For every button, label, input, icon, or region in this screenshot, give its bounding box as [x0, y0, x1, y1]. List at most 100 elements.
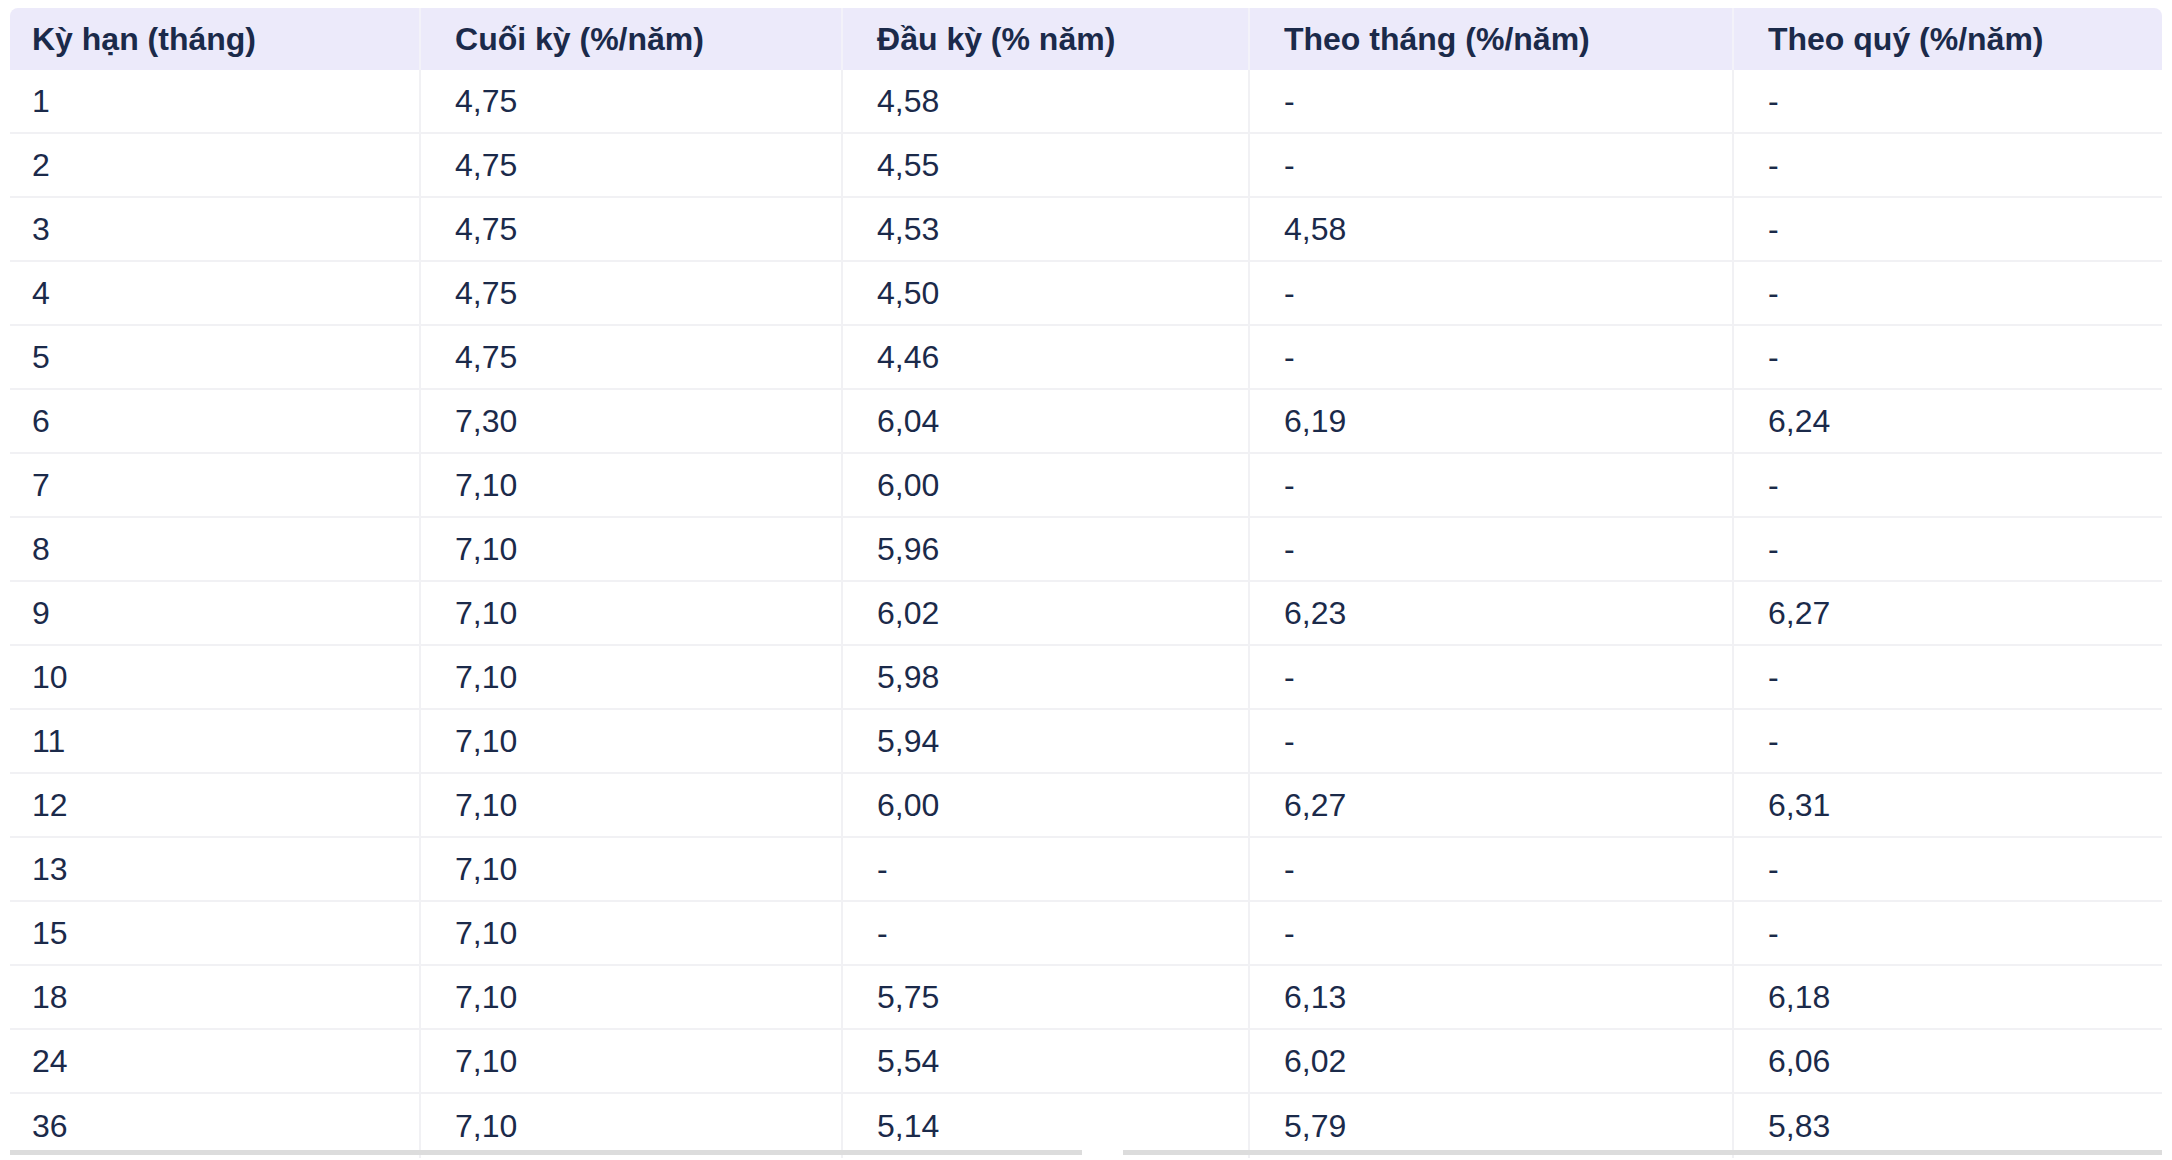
- cell-ky-han: 24: [10, 1030, 421, 1094]
- cell-theo-quy: -: [1734, 262, 2162, 326]
- cell-ky-han: 3: [10, 198, 421, 262]
- column-header-theo-thang: Theo tháng (%/năm): [1250, 8, 1734, 70]
- cell-theo-quy: -: [1734, 838, 2162, 902]
- cell-theo-quy: -: [1734, 326, 2162, 390]
- cell-ky-han: 8: [10, 518, 421, 582]
- cell-cuoi-ky: 7,10: [421, 518, 843, 582]
- table-row: 107,105,98--: [10, 646, 2162, 710]
- cell-cuoi-ky: 7,10: [421, 1030, 843, 1094]
- cell-dau-ky: -: [843, 902, 1250, 966]
- column-header-dau-ky: Đầu kỳ (% năm): [843, 8, 1250, 70]
- cell-theo-thang: 6,23: [1250, 582, 1734, 646]
- cell-ky-han: 9: [10, 582, 421, 646]
- cell-ky-han: 12: [10, 774, 421, 838]
- column-header-theo-quy: Theo quý (%/năm): [1734, 8, 2162, 70]
- cell-cuoi-ky: 4,75: [421, 134, 843, 198]
- table-row: 137,10---: [10, 838, 2162, 902]
- cell-theo-quy: -: [1734, 198, 2162, 262]
- interest-rates-table-container: Kỳ hạn (tháng)Cuối kỳ (%/năm)Đầu kỳ (% n…: [10, 8, 2162, 1158]
- cell-theo-quy: -: [1734, 454, 2162, 518]
- cell-dau-ky: 5,98: [843, 646, 1250, 710]
- table-row: 67,306,046,196,24: [10, 390, 2162, 454]
- cell-theo-thang: -: [1250, 326, 1734, 390]
- column-header-cuoi-ky: Cuối kỳ (%/năm): [421, 8, 843, 70]
- cell-dau-ky: 6,00: [843, 454, 1250, 518]
- table-row: 127,106,006,276,31: [10, 774, 2162, 838]
- cell-cuoi-ky: 4,75: [421, 70, 843, 134]
- table-row: 44,754,50--: [10, 262, 2162, 326]
- cell-ky-han: 5: [10, 326, 421, 390]
- cell-theo-quy: 6,31: [1734, 774, 2162, 838]
- cell-theo-thang: 6,27: [1250, 774, 1734, 838]
- cell-dau-ky: 4,50: [843, 262, 1250, 326]
- cell-ky-han: 36: [10, 1094, 421, 1158]
- cell-cuoi-ky: 7,10: [421, 710, 843, 774]
- cell-dau-ky: 6,00: [843, 774, 1250, 838]
- table-row: 24,754,55--: [10, 134, 2162, 198]
- cell-ky-han: 2: [10, 134, 421, 198]
- cell-theo-quy: -: [1734, 646, 2162, 710]
- bottom-divider-left: [10, 1150, 1082, 1155]
- cell-theo-quy: 6,24: [1734, 390, 2162, 454]
- cell-cuoi-ky: 7,10: [421, 966, 843, 1030]
- cell-theo-thang: -: [1250, 518, 1734, 582]
- cell-dau-ky: 5,96: [843, 518, 1250, 582]
- cell-ky-han: 7: [10, 454, 421, 518]
- table-row: 247,105,546,026,06: [10, 1030, 2162, 1094]
- cell-dau-ky: 5,94: [843, 710, 1250, 774]
- cell-dau-ky: 5,75: [843, 966, 1250, 1030]
- cell-theo-thang: 4,58: [1250, 198, 1734, 262]
- cell-theo-thang: 6,19: [1250, 390, 1734, 454]
- cell-theo-thang: -: [1250, 646, 1734, 710]
- table-row: 187,105,756,136,18: [10, 966, 2162, 1030]
- table-row: 97,106,026,236,27: [10, 582, 2162, 646]
- cell-theo-quy: -: [1734, 710, 2162, 774]
- cell-cuoi-ky: 7,10: [421, 838, 843, 902]
- cell-cuoi-ky: 7,10: [421, 774, 843, 838]
- cell-theo-thang: 6,02: [1250, 1030, 1734, 1094]
- cell-dau-ky: 4,55: [843, 134, 1250, 198]
- cell-cuoi-ky: 7,10: [421, 454, 843, 518]
- table-body: 14,754,58--24,754,55--34,754,534,58-44,7…: [10, 70, 2162, 1158]
- cell-theo-thang: -: [1250, 710, 1734, 774]
- table-row: 367,105,145,795,83: [10, 1094, 2162, 1158]
- cell-dau-ky: 4,53: [843, 198, 1250, 262]
- cell-dau-ky: 5,14: [843, 1094, 1250, 1158]
- cell-ky-han: 13: [10, 838, 421, 902]
- cell-theo-quy: -: [1734, 902, 2162, 966]
- cell-cuoi-ky: 4,75: [421, 198, 843, 262]
- cell-theo-quy: 5,83: [1734, 1094, 2162, 1158]
- cell-dau-ky: 6,04: [843, 390, 1250, 454]
- cell-cuoi-ky: 7,10: [421, 582, 843, 646]
- table-row: 34,754,534,58-: [10, 198, 2162, 262]
- cell-cuoi-ky: 7,10: [421, 1094, 843, 1158]
- cell-theo-quy: 6,06: [1734, 1030, 2162, 1094]
- cell-ky-han: 6: [10, 390, 421, 454]
- cell-ky-han: 15: [10, 902, 421, 966]
- table-row: 117,105,94--: [10, 710, 2162, 774]
- table-row: 77,106,00--: [10, 454, 2162, 518]
- cell-theo-quy: -: [1734, 134, 2162, 198]
- cell-theo-thang: 6,13: [1250, 966, 1734, 1030]
- cell-ky-han: 10: [10, 646, 421, 710]
- interest-rates-table: Kỳ hạn (tháng)Cuối kỳ (%/năm)Đầu kỳ (% n…: [10, 8, 2162, 1158]
- cell-theo-thang: 5,79: [1250, 1094, 1734, 1158]
- cell-cuoi-ky: 7,10: [421, 902, 843, 966]
- table-row: 14,754,58--: [10, 70, 2162, 134]
- cell-dau-ky: 4,46: [843, 326, 1250, 390]
- cell-ky-han: 1: [10, 70, 421, 134]
- cell-theo-thang: -: [1250, 838, 1734, 902]
- table-row: 157,10---: [10, 902, 2162, 966]
- cell-ky-han: 4: [10, 262, 421, 326]
- cell-cuoi-ky: 4,75: [421, 262, 843, 326]
- cell-cuoi-ky: 7,10: [421, 646, 843, 710]
- bottom-divider-right: [1123, 1150, 2162, 1155]
- cell-theo-quy: -: [1734, 70, 2162, 134]
- cell-cuoi-ky: 4,75: [421, 326, 843, 390]
- cell-theo-quy: 6,27: [1734, 582, 2162, 646]
- cell-theo-thang: -: [1250, 70, 1734, 134]
- cell-theo-quy: 6,18: [1734, 966, 2162, 1030]
- table-row: 87,105,96--: [10, 518, 2162, 582]
- cell-theo-thang: -: [1250, 902, 1734, 966]
- cell-theo-thang: -: [1250, 454, 1734, 518]
